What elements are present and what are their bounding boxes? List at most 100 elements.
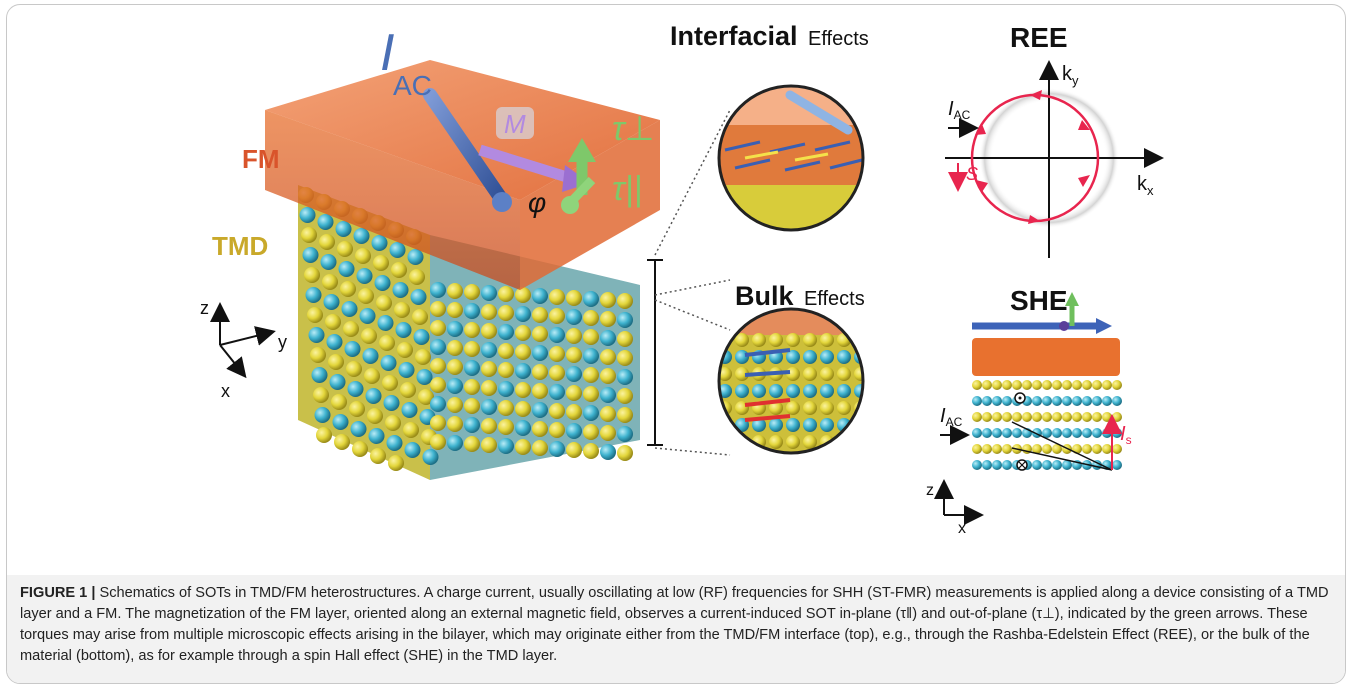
tmd-atom bbox=[532, 421, 548, 437]
tmd-atom bbox=[1102, 428, 1112, 438]
tmd-atom bbox=[447, 397, 463, 413]
tmd-atom bbox=[566, 385, 582, 401]
tmd-atom bbox=[1062, 428, 1072, 438]
ree-current-label: IAC bbox=[948, 98, 971, 122]
tmd-atom bbox=[735, 350, 749, 364]
tmd-atom bbox=[600, 368, 616, 384]
tmd-atom bbox=[972, 444, 982, 454]
tmd-atom bbox=[515, 325, 531, 341]
tmd-atom bbox=[498, 438, 514, 454]
tmd-atom bbox=[1042, 460, 1052, 470]
tmd-atom bbox=[982, 396, 992, 406]
tmd-atom bbox=[532, 402, 548, 418]
tmd-atom bbox=[1082, 412, 1092, 422]
axis-y-label: y bbox=[278, 332, 287, 352]
tmd-atom bbox=[532, 326, 548, 342]
tmd-atom bbox=[837, 384, 851, 398]
tmd-atom bbox=[338, 261, 355, 277]
tmd-atom bbox=[371, 235, 388, 251]
tmd-atom bbox=[498, 324, 514, 340]
tmd-atom bbox=[447, 359, 463, 375]
tmd-atom bbox=[362, 348, 379, 364]
tmd-atom bbox=[820, 384, 834, 398]
tmd-atom bbox=[617, 445, 633, 461]
tmd-atom bbox=[464, 341, 480, 357]
tmd-atom bbox=[430, 415, 446, 431]
tmd-atom bbox=[1112, 444, 1122, 454]
tmd-atom bbox=[422, 449, 439, 465]
tmd-atom bbox=[515, 401, 531, 417]
ree-title: REE bbox=[1010, 22, 1068, 53]
tmd-atom bbox=[481, 323, 497, 339]
tmd-atom bbox=[335, 221, 352, 237]
tmd-atom bbox=[1022, 380, 1032, 390]
tmd-atom bbox=[837, 367, 851, 381]
tmd-atom bbox=[386, 435, 403, 451]
tmd-atom bbox=[992, 396, 1002, 406]
coordinate-axes bbox=[210, 302, 276, 379]
tmd-atom bbox=[1002, 428, 1012, 438]
tmd-atom bbox=[373, 255, 389, 271]
tmd-atom bbox=[1092, 380, 1102, 390]
tmd-atom bbox=[377, 315, 394, 331]
tmd-atom bbox=[481, 304, 497, 320]
tmd-atom bbox=[982, 444, 992, 454]
tmd-atom bbox=[854, 435, 863, 449]
tmd-atom bbox=[398, 362, 415, 378]
tmd-atom bbox=[401, 402, 418, 418]
tmd-atom bbox=[392, 282, 409, 298]
tmd-atom bbox=[719, 367, 732, 381]
tmd-atom bbox=[515, 344, 531, 360]
tmd-atom bbox=[1062, 396, 1072, 406]
tmd-atom bbox=[1092, 412, 1102, 422]
tmd-atom bbox=[1112, 396, 1122, 406]
tmd-atom bbox=[972, 412, 982, 422]
tmd-atom bbox=[583, 367, 599, 383]
tmd-atom bbox=[617, 426, 633, 442]
tmd-atom bbox=[549, 365, 565, 381]
tmd-atom bbox=[992, 412, 1002, 422]
tmd-atom bbox=[498, 286, 514, 302]
tmd-atom bbox=[982, 412, 992, 422]
tmd-atom bbox=[356, 268, 373, 284]
tmd-atom bbox=[1062, 380, 1072, 390]
tmd-atom bbox=[329, 374, 346, 390]
tmd-atom bbox=[1052, 444, 1062, 454]
angle-label: φ bbox=[528, 187, 546, 218]
tmd-atom bbox=[481, 361, 497, 377]
tmd-atom bbox=[481, 418, 497, 434]
magnetization-label: M bbox=[504, 109, 526, 139]
tmd-atom bbox=[365, 388, 382, 404]
tmd-atom bbox=[374, 275, 391, 291]
tmd-atom bbox=[331, 394, 347, 410]
tmd-atom bbox=[600, 387, 616, 403]
tmd-atom bbox=[1112, 412, 1122, 422]
tmd-atom bbox=[367, 408, 383, 424]
tmd-atom bbox=[403, 422, 419, 438]
tmd-atom bbox=[388, 455, 404, 471]
ree-diagram bbox=[945, 60, 1164, 258]
tmd-atom bbox=[532, 345, 548, 361]
tmd-atom bbox=[481, 285, 497, 301]
fm-slab-left-side bbox=[265, 110, 520, 290]
current-arrow bbox=[423, 88, 509, 207]
tmd-atom bbox=[430, 301, 446, 317]
tmd-atom bbox=[413, 329, 430, 345]
tmd-atom bbox=[1062, 412, 1072, 422]
tmd-atom bbox=[803, 367, 817, 381]
tmd-atom bbox=[1062, 460, 1072, 470]
tmd-atom bbox=[600, 311, 616, 327]
tmd-atom bbox=[447, 435, 463, 451]
tmd-atom bbox=[353, 228, 370, 244]
tmd-atom bbox=[481, 437, 497, 453]
tmd-atom bbox=[358, 288, 374, 304]
tmd-atom bbox=[355, 248, 371, 264]
tmd-atom bbox=[566, 404, 582, 420]
tmd-atom bbox=[430, 339, 446, 355]
tmd-atom bbox=[400, 382, 416, 398]
tmd-atom bbox=[1092, 396, 1102, 406]
tmd-atom bbox=[583, 329, 599, 345]
tmd-atom bbox=[769, 418, 783, 432]
tmd-atom bbox=[617, 331, 633, 347]
tmd-atom bbox=[376, 295, 392, 311]
